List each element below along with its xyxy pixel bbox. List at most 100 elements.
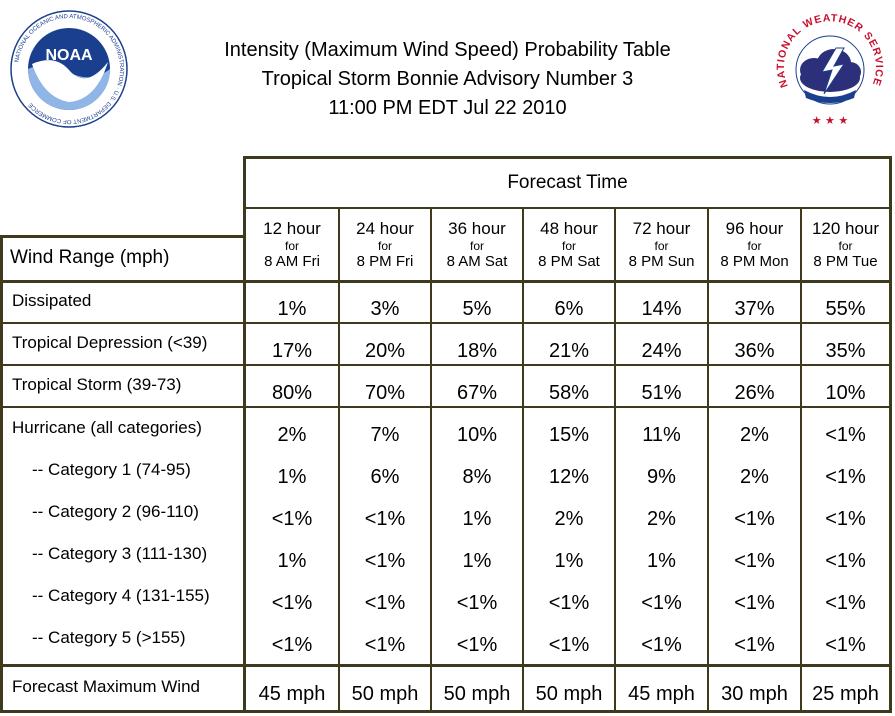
grid-line bbox=[430, 207, 432, 713]
table-cell: 36% bbox=[734, 339, 775, 362]
column-hours: 96 hour bbox=[725, 219, 784, 238]
table-cell: 2% bbox=[740, 465, 769, 488]
forecast-time-header: Forecast Time bbox=[507, 172, 628, 193]
column-for: for bbox=[747, 239, 762, 253]
table-cell: 11% bbox=[642, 423, 681, 446]
table-cell: 45 mph bbox=[258, 682, 326, 705]
grid-line bbox=[0, 235, 246, 238]
svg-text:★ ★ ★: ★ ★ ★ bbox=[812, 114, 849, 127]
table-cell: 20% bbox=[364, 339, 406, 362]
table-cell: <1% bbox=[734, 591, 775, 614]
column-when: 8 PM Tue bbox=[813, 253, 878, 270]
table-cell: 80% bbox=[271, 381, 313, 404]
grid-line bbox=[243, 207, 892, 209]
noaa-logo: NOAA NATIONAL OCEANIC AND ATMOSPHERIC AD… bbox=[10, 10, 128, 128]
table-cell: 1% bbox=[462, 507, 492, 530]
table-cell: <1% bbox=[456, 633, 498, 656]
table-cell: 9% bbox=[647, 465, 676, 488]
table-cell: <1% bbox=[364, 507, 406, 530]
column-header-120h: 120 hour for 8 PM Tue bbox=[802, 209, 889, 280]
row-label: Hurricane (all categories) bbox=[12, 418, 202, 437]
column-for: for bbox=[469, 239, 484, 253]
row-label: Dissipated bbox=[12, 291, 92, 310]
table-cell: 50 mph bbox=[535, 682, 603, 705]
table-cell: 25 mph bbox=[812, 682, 879, 705]
grid-line bbox=[614, 207, 616, 713]
table-cell: 30 mph bbox=[721, 682, 788, 705]
row-label: Tropical Depression (<39) bbox=[12, 333, 208, 352]
table-cell: <1% bbox=[734, 507, 775, 530]
table-cell: <1% bbox=[641, 633, 682, 656]
grid-line bbox=[707, 207, 709, 713]
table-cell: 2% bbox=[740, 423, 769, 446]
table-cell: 67% bbox=[456, 381, 498, 404]
table-cell: 21% bbox=[548, 339, 590, 362]
column-when: 8 PM Mon bbox=[720, 253, 789, 270]
table-cell: 12% bbox=[548, 465, 590, 488]
table-cell: 6% bbox=[554, 297, 584, 320]
row-label: -- Category 3 (111-130) bbox=[32, 544, 208, 563]
table-cell: <1% bbox=[271, 507, 313, 530]
column-header-72h: 72 hour for 8 PM Sun bbox=[616, 209, 707, 280]
column-hours: 72 hour bbox=[632, 219, 691, 238]
table-cell: 51% bbox=[641, 381, 682, 404]
table-cell: 1% bbox=[647, 549, 676, 572]
table-cell: <1% bbox=[548, 633, 590, 656]
column-header-12h: 12 hour for 8 AM Fri bbox=[246, 209, 338, 280]
table-cell: <1% bbox=[825, 465, 866, 488]
column-when: 8 AM Fri bbox=[264, 253, 320, 270]
table-cell: <1% bbox=[825, 507, 866, 530]
table-cell: <1% bbox=[364, 633, 406, 656]
table-cell: 24% bbox=[641, 339, 682, 362]
svg-text:NOAA: NOAA bbox=[45, 47, 93, 64]
column-header-36h: 36 hour for 8 AM Sat bbox=[432, 209, 522, 280]
column-hours: 12 hour bbox=[263, 219, 321, 238]
table-cell: <1% bbox=[548, 591, 590, 614]
table-cell: <1% bbox=[364, 549, 406, 572]
table-cell: 50 mph bbox=[443, 682, 511, 705]
page-title: Intensity (Maximum Wind Speed) Probabili… bbox=[0, 36, 895, 123]
column-hours: 48 hour bbox=[540, 219, 598, 238]
row-label: Forecast Maximum Wind bbox=[12, 677, 200, 696]
nws-logo: NATIONAL WEATHER SERVICE ★ ★ ★ bbox=[775, 12, 884, 127]
title-line-2: Tropical Storm Bonnie Advisory Number 3 bbox=[261, 68, 634, 90]
column-for: for bbox=[838, 239, 853, 253]
table-cell: 2% bbox=[277, 423, 307, 446]
grid-line bbox=[0, 322, 892, 324]
grid-line bbox=[0, 364, 892, 366]
table-cell: <1% bbox=[271, 633, 313, 656]
table-cell: 15% bbox=[548, 423, 590, 446]
row-label: Tropical Storm (39-73) bbox=[12, 375, 182, 394]
column-when: 8 PM Sat bbox=[538, 253, 600, 270]
column-header-24h: 24 hour for 8 PM Fri bbox=[340, 209, 430, 280]
column-for: for bbox=[284, 239, 299, 253]
table-cell: 37% bbox=[734, 297, 775, 320]
table-cell: <1% bbox=[271, 591, 313, 614]
table-cell: 8% bbox=[462, 465, 492, 488]
column-for: for bbox=[654, 239, 669, 253]
table-cell: 18% bbox=[456, 339, 498, 362]
column-when: 8 AM Sat bbox=[446, 253, 508, 270]
grid-line bbox=[889, 156, 892, 713]
column-header-96h: 96 hour for 8 PM Mon bbox=[709, 209, 800, 280]
table-cell: 58% bbox=[548, 381, 590, 404]
grid-line bbox=[800, 207, 802, 713]
grid-line bbox=[243, 156, 892, 159]
column-hours: 24 hour bbox=[356, 219, 414, 238]
table-cell: 3% bbox=[370, 297, 400, 320]
grid-line bbox=[0, 235, 3, 713]
table-cell: 6% bbox=[370, 465, 400, 488]
table-cell: 2% bbox=[647, 507, 676, 530]
row-label: -- Category 4 (131-155) bbox=[32, 586, 210, 605]
table-cell: 1% bbox=[277, 549, 307, 572]
table-cell: <1% bbox=[364, 591, 406, 614]
grid-line bbox=[0, 280, 892, 283]
grid-line bbox=[0, 406, 892, 408]
table-cell: 14% bbox=[641, 297, 682, 320]
table-cell: <1% bbox=[734, 633, 775, 656]
table-cell: 5% bbox=[462, 297, 492, 320]
table-cell: 1% bbox=[277, 465, 307, 488]
table-cell: <1% bbox=[825, 591, 866, 614]
table-cell: <1% bbox=[456, 591, 498, 614]
column-header-48h: 48 hour for 8 PM Sat bbox=[524, 209, 614, 280]
